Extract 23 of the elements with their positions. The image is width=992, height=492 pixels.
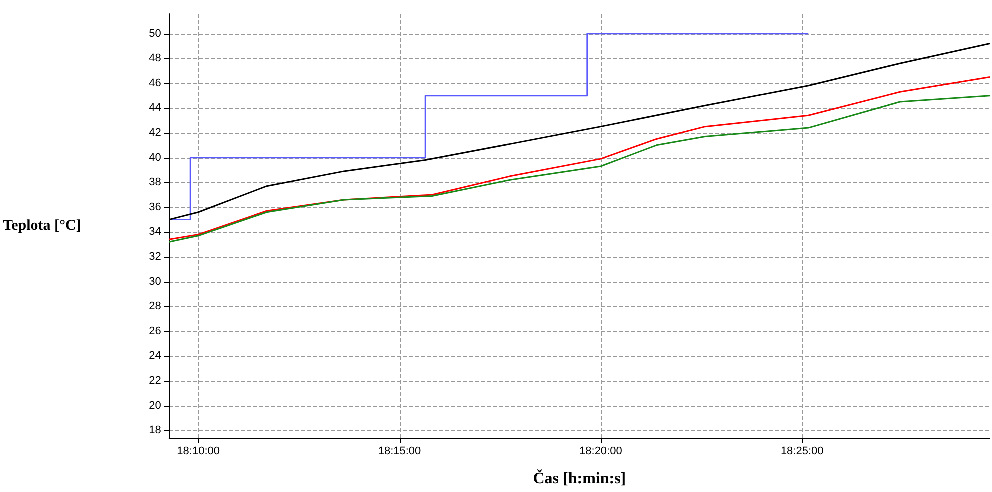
y-tick-label: 18 <box>149 424 162 437</box>
y-tick-label: 50 <box>149 28 162 40</box>
y-tick-label: 36 <box>149 201 162 214</box>
y-tick-label: 48 <box>149 52 162 65</box>
y-tick-label: 44 <box>149 102 162 114</box>
x-axis-title: Čas [h:min:s] <box>533 470 626 488</box>
x-tick-label: 18:10:00 <box>177 446 220 458</box>
y-tick-label: 22 <box>149 374 162 387</box>
y-tick-label: 46 <box>149 77 162 90</box>
y-tick-label: 42 <box>149 127 162 140</box>
x-tick-label: 18:15:00 <box>378 446 422 458</box>
y-tick-label: 24 <box>149 350 162 362</box>
y-tick-label: 30 <box>149 276 162 288</box>
x-tick-label: 18:20:00 <box>580 446 622 458</box>
y-tick-label: 38 <box>149 176 162 189</box>
y-tick-label: 40 <box>149 152 162 164</box>
y-axis-title: Teplota [°C] <box>2 218 82 234</box>
x-tick-label: 18:25:00 <box>780 446 824 458</box>
y-tick-label: 32 <box>149 250 162 263</box>
y-tick-label: 28 <box>149 300 162 313</box>
y-tick-label: 26 <box>149 325 162 338</box>
y-tick-label: 20 <box>149 400 162 412</box>
y-tick-label: 34 <box>149 226 162 238</box>
